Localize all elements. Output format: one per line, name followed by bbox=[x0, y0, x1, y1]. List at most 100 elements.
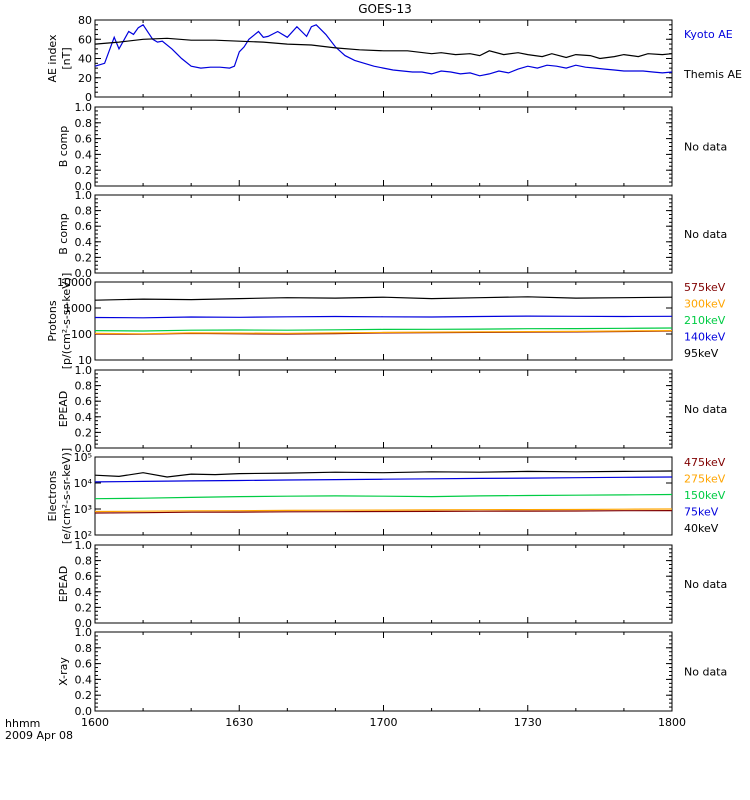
y-tick-label: 0.8 bbox=[75, 642, 93, 655]
y-tick-label: 80 bbox=[78, 14, 92, 27]
x-tick-label: 1700 bbox=[370, 716, 398, 729]
series-line-210kev bbox=[94, 327, 673, 332]
y-tick-label: 1.0 bbox=[75, 189, 93, 202]
y-tick-label: 10⁴ bbox=[74, 477, 93, 490]
no-data-note: No data bbox=[684, 141, 727, 154]
y-tick-label: 1.0 bbox=[75, 626, 93, 639]
legend-entry: 210keV bbox=[684, 314, 726, 327]
y-axis-label: B comp bbox=[57, 213, 70, 255]
y-tick-label: 0.8 bbox=[75, 205, 93, 218]
panel-frame bbox=[94, 544, 673, 624]
y-axis-label: AE index bbox=[46, 34, 59, 83]
y-tick-label: 0.6 bbox=[75, 133, 93, 146]
panel-stack: 0 20 40 60 80 AE index [nT] Kyoto AE Themis AE 0.… bbox=[46, 14, 742, 718]
y-tick-label: 10000 bbox=[57, 276, 92, 289]
series-line-475kev bbox=[94, 510, 673, 514]
legend-entry: 150keV bbox=[684, 489, 726, 502]
y-tick-label: 0.0 bbox=[75, 617, 93, 630]
y-tick-label: 0.4 bbox=[75, 236, 93, 249]
y-tick-label: 0.6 bbox=[75, 220, 93, 233]
y-axis-label: [nT] bbox=[60, 47, 73, 69]
legend-entry: 300keV bbox=[684, 298, 726, 311]
panel-frame bbox=[94, 106, 673, 187]
x-tick-label: 1730 bbox=[514, 716, 542, 729]
series-line-275kev bbox=[94, 508, 673, 513]
y-axis-label: [e/(cm²-s-sr-keV)] bbox=[60, 448, 73, 544]
panel-electrons: 10² 10³ 10⁴ 10⁵ Electrons [e/(cm²-s-sr-keV)] 4… bbox=[46, 448, 726, 544]
y-tick-label: 0.4 bbox=[75, 673, 93, 686]
y-tick-label: 0.2 bbox=[75, 426, 93, 439]
date-label: 2009 Apr 08 bbox=[5, 729, 73, 742]
y-tick-label: 0.6 bbox=[75, 658, 93, 671]
legend-entry: Kyoto AE bbox=[684, 28, 733, 41]
y-tick-label: 0.2 bbox=[75, 251, 93, 264]
y-tick-label: 0.0 bbox=[75, 180, 93, 193]
legend-entry: 275keV bbox=[684, 473, 726, 486]
y-tick-label: 1000 bbox=[64, 302, 92, 315]
y-tick-label: 0.8 bbox=[75, 555, 93, 568]
series-line-150kev bbox=[94, 493, 673, 500]
no-data-note: No data bbox=[684, 666, 727, 679]
y-axis-label: Electrons bbox=[46, 470, 59, 521]
panel-frame bbox=[94, 194, 673, 274]
y-tick-label: 0.2 bbox=[75, 164, 93, 177]
y-tick-label: 0.2 bbox=[75, 689, 93, 702]
y-tick-label: 40 bbox=[78, 53, 92, 66]
x-tick-label: 1800 bbox=[658, 716, 686, 729]
y-tick-label: 0.6 bbox=[75, 395, 93, 408]
y-tick-label: 0.0 bbox=[75, 267, 93, 280]
y-tick-label: 10 bbox=[78, 354, 92, 367]
legend-entry: 75keV bbox=[684, 506, 719, 519]
legend-entry: 140keV bbox=[684, 331, 726, 344]
y-tick-label: 0.0 bbox=[75, 442, 93, 455]
panel-xray: 0.0 0.2 0.4 0.6 0.8 1.0 X-ray No data bbox=[57, 626, 727, 718]
y-axis-label: B comp bbox=[57, 126, 70, 168]
y-tick-label: 10⁵ bbox=[74, 451, 92, 464]
y-tick-label: 60 bbox=[78, 33, 92, 46]
series-line-95kev bbox=[94, 296, 673, 301]
y-tick-label: 0.8 bbox=[75, 117, 93, 130]
y-tick-label: 100 bbox=[71, 328, 92, 341]
y-tick-label: 1.0 bbox=[75, 101, 93, 114]
x-tick-label: 1630 bbox=[225, 716, 253, 729]
y-tick-label: 1.0 bbox=[75, 539, 93, 552]
y-axis-label: X-ray bbox=[57, 657, 70, 686]
legend-entry: 475keV bbox=[684, 456, 726, 469]
panel-epead1: 0.0 0.2 0.4 0.6 0.8 1.0 EPEAD No data bbox=[57, 364, 727, 455]
panel-frame bbox=[94, 631, 673, 712]
series-line-75kev bbox=[94, 476, 673, 483]
panel-frame bbox=[94, 281, 673, 361]
y-tick-label: 0.2 bbox=[75, 601, 93, 614]
y-tick-label: 10³ bbox=[74, 503, 92, 516]
legend-entry: 95keV bbox=[684, 347, 719, 360]
no-data-note: No data bbox=[684, 228, 727, 241]
no-data-note: No data bbox=[684, 403, 727, 416]
time-axis-label: hhmm bbox=[5, 717, 40, 730]
series-line-kyoto-ae bbox=[94, 23, 673, 77]
y-tick-label: 20 bbox=[78, 72, 92, 85]
y-tick-label: 10² bbox=[74, 529, 92, 542]
series-line-themis-ae bbox=[94, 37, 673, 60]
no-data-note: No data bbox=[684, 578, 727, 591]
panel-bcomp2: 0.0 0.2 0.4 0.6 0.8 1.0 B comp No data bbox=[57, 189, 727, 280]
panel-epead2: 0.0 0.2 0.4 0.6 0.8 1.0 EPEAD No data bbox=[57, 539, 727, 630]
panel-ae: 0 20 40 60 80 AE index [nT] Kyoto AE Themis AE bbox=[46, 14, 742, 104]
y-axis-label: EPEAD bbox=[57, 391, 70, 428]
y-tick-label: 0.4 bbox=[75, 586, 93, 599]
figure-title: GOES-13 bbox=[358, 2, 412, 16]
y-tick-label: 1.0 bbox=[75, 364, 93, 377]
y-tick-label: 0.6 bbox=[75, 570, 93, 583]
panel-bcomp1: 0.0 0.2 0.4 0.6 0.8 1.0 B comp No data bbox=[57, 101, 727, 193]
legend-entry: 40keV bbox=[684, 522, 719, 535]
legend-entry: Themis AE bbox=[683, 68, 742, 81]
y-axis-label: EPEAD bbox=[57, 566, 70, 603]
y-tick-label: 0.4 bbox=[75, 148, 93, 161]
series-line-300kev bbox=[94, 330, 673, 335]
panel-protons: 10 100 1000 10000 Protons [p/(cm²-s-sr-keV)] 5… bbox=[46, 273, 726, 370]
time-axis: 1600 1630 1700 1730 1800 bbox=[81, 716, 686, 729]
y-tick-label: 0.8 bbox=[75, 380, 93, 393]
series-line-40kev bbox=[94, 470, 673, 478]
legend-entry: 575keV bbox=[684, 281, 726, 294]
y-tick-label: 0.4 bbox=[75, 411, 93, 424]
